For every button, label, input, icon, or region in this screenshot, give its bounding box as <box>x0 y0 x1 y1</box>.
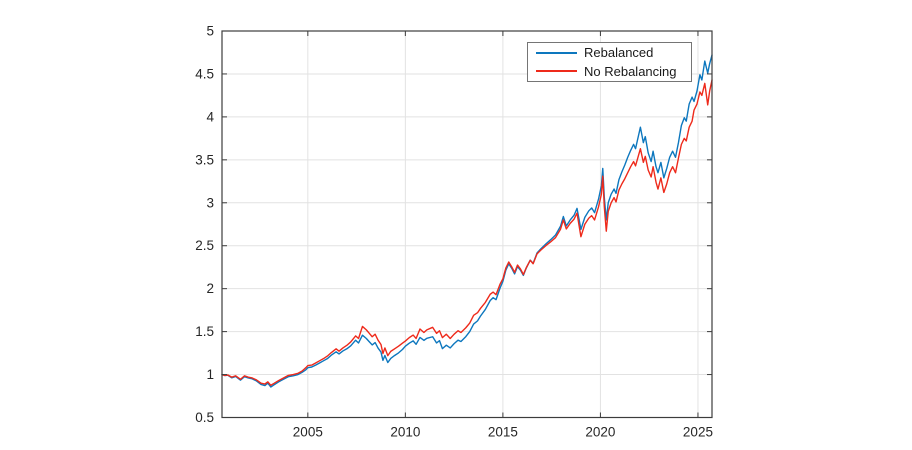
y-tick-label: 4.5 <box>195 66 214 81</box>
y-tick-label: 2 <box>206 281 214 296</box>
y-tick-label: 1 <box>206 367 214 382</box>
y-tick-label: 4 <box>206 109 214 124</box>
legend-item-rebalanced[interactable]: Rebalanced <box>528 44 691 62</box>
legend-label-no-rebalancing: No Rebalancing <box>584 63 677 79</box>
y-tick-label: 2.5 <box>195 238 214 253</box>
legend-item-no-rebalancing[interactable]: No Rebalancing <box>528 62 691 80</box>
y-tick-label: 5 <box>206 24 214 39</box>
no-rebalancing-line-swatch <box>536 70 577 73</box>
x-tick-label: 2025 <box>683 425 713 440</box>
y-tick-label: 1.5 <box>195 324 214 339</box>
legend[interactable]: Rebalanced No Rebalancing <box>527 42 692 82</box>
x-tick-label: 2005 <box>293 425 323 440</box>
axes-box <box>221 30 713 419</box>
x-tick-label: 2010 <box>390 425 420 440</box>
x-tick-label: 2020 <box>585 425 615 440</box>
y-tick-label: 3 <box>206 195 214 210</box>
legend-label-rebalanced: Rebalanced <box>584 45 654 61</box>
x-tick-label: 2015 <box>488 425 518 440</box>
y-tick-label: 3.5 <box>195 152 214 167</box>
rebalanced-line-swatch <box>536 51 577 54</box>
y-tick-label: 0.5 <box>195 410 214 425</box>
series-line-rebalanced[interactable] <box>221 54 713 388</box>
series-line-no-rebalancing[interactable] <box>221 79 713 386</box>
